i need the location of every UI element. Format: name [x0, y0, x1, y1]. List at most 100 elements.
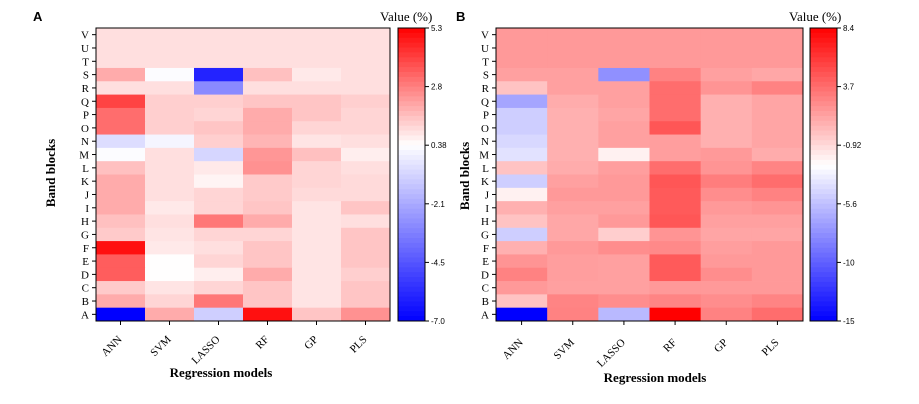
heatmap-cell	[751, 254, 804, 269]
colorbar-segment	[810, 71, 837, 78]
colorbar-segment	[810, 140, 837, 146]
heatmap-cell	[145, 41, 195, 56]
heatmap-cell	[496, 187, 548, 202]
heatmap-cell	[145, 214, 195, 229]
colorbar-segment	[810, 194, 837, 200]
heatmap-cell	[243, 281, 293, 295]
heatmap-cell	[649, 107, 702, 122]
heatmap-cell	[96, 161, 146, 175]
colorbar-segment	[398, 91, 425, 97]
heatmap-cell	[496, 294, 548, 309]
heatmap-cell	[496, 174, 548, 189]
x-tick-label: RF	[254, 334, 272, 352]
colorbar-segment	[398, 32, 425, 39]
colorbar-segment	[810, 316, 837, 322]
heatmap-cell	[194, 254, 244, 269]
heatmap-cell	[96, 201, 146, 215]
heatmap-cell	[194, 41, 244, 56]
y-tick-label: C	[82, 283, 89, 295]
y-tick-label: K	[481, 176, 489, 188]
y-tick-label: A	[81, 309, 89, 321]
heatmap-cell	[496, 254, 548, 269]
colorbar-segment	[398, 96, 425, 102]
heatmap-cell	[700, 107, 753, 122]
y-tick-label: B	[482, 296, 489, 308]
y-tick-label: N	[81, 136, 89, 148]
colorbar-segment	[810, 306, 837, 312]
heatmap-cell	[341, 254, 391, 269]
heatmap-cell	[292, 227, 342, 242]
colorbar-tick-label: -7.0	[431, 317, 445, 326]
heatmap-cell	[145, 147, 195, 162]
heatmap-cell	[243, 41, 293, 56]
heatmap-cell	[145, 201, 195, 215]
heatmap-cell	[598, 107, 650, 122]
y-tick-label: O	[81, 123, 89, 135]
colorbar-segment	[398, 252, 425, 259]
heatmap-cell	[243, 94, 293, 109]
heatmap-cell	[496, 214, 548, 229]
heatmap-cell	[547, 254, 599, 269]
heatmap-cell	[598, 81, 650, 95]
heatmap-cell	[243, 174, 293, 189]
heatmap-cell	[96, 107, 146, 122]
heatmap-cell	[145, 187, 195, 202]
heatmap-cell	[496, 201, 548, 215]
colorbar-tick-label: -4.5	[431, 258, 445, 267]
heatmap-cell	[751, 174, 804, 189]
heatmap-cell	[598, 94, 650, 109]
heatmap-cell	[292, 241, 342, 255]
heatmap-cell	[649, 121, 702, 135]
colorbar-tick-label: 5.3	[431, 24, 443, 33]
colorbar-segment	[398, 174, 425, 180]
heatmap-cell	[496, 307, 548, 322]
heatmap-cell	[547, 214, 599, 229]
colorbar-segment	[810, 203, 837, 210]
heatmap-cell	[700, 254, 753, 269]
colorbar-segment	[810, 208, 837, 215]
colorbar-segment	[398, 115, 425, 122]
colorbar-segment	[810, 135, 837, 141]
colorbar-segment	[810, 272, 837, 278]
heatmap-cell	[496, 94, 548, 109]
colorbar-title-b: Value (%)	[789, 9, 841, 24]
heatmap-cell	[496, 107, 548, 122]
heatmap-cell	[496, 121, 548, 135]
colorbar-segment	[398, 247, 425, 254]
colorbar-segment	[810, 247, 837, 254]
colorbar-segment	[810, 32, 837, 39]
colorbar-title-a: Value (%)	[380, 9, 432, 24]
heatmap-cell	[547, 67, 599, 82]
heatmap-cell	[598, 267, 650, 282]
heatmap-cell	[649, 54, 702, 69]
heatmap-cell	[96, 227, 146, 242]
heatmap-cell	[341, 147, 391, 162]
y-tick-label: H	[81, 216, 89, 228]
heatmap-cell	[598, 214, 650, 229]
colorbar-segment	[810, 164, 837, 171]
heatmap-cell	[96, 81, 146, 95]
heatmap-cell	[751, 161, 804, 175]
colorbar-segment	[398, 296, 425, 302]
heatmap-cell	[341, 81, 391, 95]
panel-b: B Value (%) Regression models Band block…	[456, 9, 862, 385]
heatmap-cell	[751, 307, 804, 322]
heatmap-cell	[243, 28, 293, 42]
heatmap-cell	[649, 28, 702, 42]
x-tick-label: LASSO	[595, 337, 628, 370]
colorbar-segment	[810, 106, 837, 112]
heatmap-cell	[496, 81, 548, 95]
y-tick-label: P	[83, 110, 89, 122]
heatmap-cell	[700, 187, 753, 202]
heatmap-cell	[649, 254, 702, 269]
heatmap-cell	[243, 307, 293, 322]
colorbar-segment	[810, 101, 837, 107]
heatmap-cell	[243, 147, 293, 162]
heatmap-cell	[598, 174, 650, 189]
colorbar-segment	[810, 198, 837, 205]
y-tick-label: M	[479, 150, 489, 162]
heatmap-cell	[341, 281, 391, 295]
heatmap-cell	[547, 187, 599, 202]
heatmap-cell	[649, 201, 702, 215]
heatmap-cell	[341, 307, 391, 322]
